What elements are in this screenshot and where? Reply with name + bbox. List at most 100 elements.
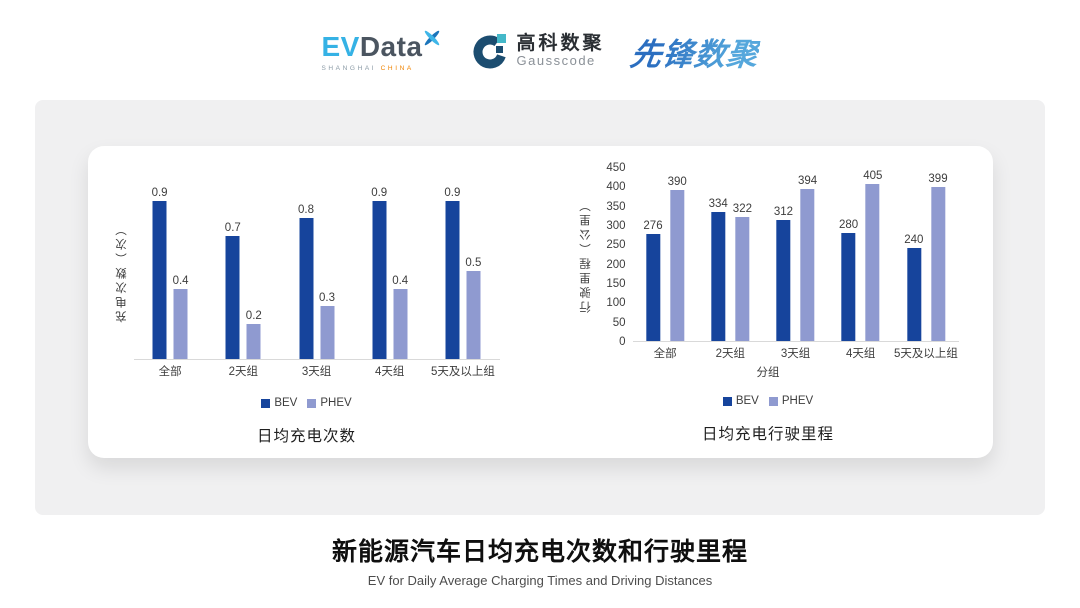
- value-label: 0.3: [319, 292, 335, 305]
- sparkle-icon: [424, 30, 439, 45]
- value-label: 0.5: [465, 257, 482, 269]
- bar-bev: [152, 200, 167, 359]
- category-label: 全部: [158, 366, 182, 378]
- legend-item: BEV: [261, 397, 297, 409]
- bar-phev: [865, 184, 880, 341]
- category-label: 全部: [653, 348, 677, 360]
- legend-swatch-phev: [768, 396, 778, 406]
- legend-swatch-phev: [307, 398, 317, 408]
- chart-title: 日均充电次数: [256, 428, 356, 445]
- legend-item: BEV: [722, 395, 759, 407]
- evdata-shanghai: SHANGHAI: [321, 64, 377, 72]
- category-group: 0.9 0.5 5天及以上组: [426, 184, 499, 378]
- category-group: 0.9 0.4 全部: [134, 184, 207, 378]
- gausscode-icon: [473, 34, 507, 69]
- evdata-ev-text: EV: [321, 30, 360, 62]
- bar-phev: [800, 188, 815, 341]
- category-label: 2天组: [228, 366, 259, 378]
- category-group: 280 405 4天组: [828, 168, 893, 360]
- category-label: 3天组: [780, 348, 811, 360]
- value-label: 0.8: [298, 204, 314, 217]
- bar-phev: [393, 288, 408, 359]
- y-tick: 100: [606, 297, 626, 310]
- page: EV Data SHANGHAI CHINA 高科数聚 Gausscode: [0, 22, 1080, 588]
- y-tick: 350: [606, 200, 626, 213]
- gray-panel: 充电次数（次） 0.9 0.4 全部 0.7 0.2 2天组 0.8 0.3 3天组 0.9 0.4…: [35, 100, 1045, 515]
- y-tick: 50: [612, 316, 626, 329]
- evdata-logo: EV Data SHANGHAI CHINA: [321, 30, 444, 72]
- category-label: 2天组: [715, 348, 746, 360]
- bar-bev: [841, 232, 856, 341]
- chart-title: 日均充电行驶里程: [701, 426, 834, 443]
- evdata-data-text: Data: [359, 30, 423, 62]
- legend-swatch-bev: [261, 398, 271, 408]
- value-label: 0.9: [371, 186, 388, 199]
- gausscode-logo: 高科数聚 Gausscode: [471, 32, 605, 70]
- value-label: 0.4: [392, 274, 409, 287]
- category-group: 334 322 2天组: [698, 168, 763, 360]
- bar-phev: [246, 323, 261, 359]
- legend: BEV PHEV: [261, 397, 352, 409]
- chart-driving-distance: 行驶里程（公里） 0 50 100 150 200 250 300 350 400 450 276…: [578, 146, 959, 458]
- legend-label: BEV: [274, 397, 298, 409]
- legend-swatch-bev: [722, 396, 732, 406]
- y-tick: 300: [606, 220, 626, 232]
- y-axis-ticks: 0 50 100 150 200 250 300 350 400 450: [598, 162, 626, 348]
- category-group: 0.7 0.2 2天组: [207, 184, 280, 378]
- y-axis-label: 行驶里程（公里）: [579, 197, 592, 313]
- category-label: 5天及以上组: [893, 348, 958, 360]
- legend-item: PHEV: [307, 397, 352, 409]
- value-label: 0.9: [151, 186, 168, 199]
- bar-phev: [466, 271, 481, 359]
- bar-bev: [646, 234, 660, 341]
- evdata-china: CHINA: [380, 64, 414, 72]
- category-group: 240 399 5天及以上组: [893, 168, 958, 360]
- category-group: 276 390 全部: [633, 168, 698, 360]
- value-label: 334: [708, 197, 728, 210]
- chart-card: 充电次数（次） 0.9 0.4 全部 0.7 0.2 2天组 0.8 0.3 3天组 0.9 0.4…: [87, 146, 993, 458]
- value-label: 390: [667, 176, 687, 189]
- xianfeng-logo: 先锋数聚: [627, 29, 761, 74]
- page-subtitle: EV for Daily Average Charging Times and …: [367, 573, 713, 588]
- gausscode-cn-text: 高科数聚: [516, 33, 605, 55]
- y-tick: 150: [606, 278, 626, 290]
- category-label: 4天组: [846, 348, 876, 360]
- footer: 新能源汽车日均充电次数和行驶里程 EV for Daily Average Ch…: [0, 532, 1080, 588]
- category-label: 3天组: [301, 366, 332, 378]
- bar-bev: [445, 200, 460, 359]
- category-label: 5天及以上组: [430, 366, 495, 378]
- chart-charging-times: 充电次数（次） 0.9 0.4 全部 0.7 0.2 2天组 0.8 0.3 3天组 0.9 0.4…: [114, 146, 500, 458]
- bar-phev: [320, 306, 334, 359]
- category-label: 4天组: [375, 366, 405, 378]
- y-tick: 0: [619, 336, 626, 348]
- bar-phev: [931, 186, 945, 341]
- legend: BEV PHEV: [722, 395, 814, 407]
- evdata-subtext: SHANGHAI CHINA: [321, 65, 444, 72]
- bar-bev: [711, 211, 726, 341]
- category-group: 312 394 3天组: [763, 168, 828, 360]
- y-tick: 450: [606, 162, 626, 174]
- bar-bev: [372, 200, 387, 359]
- plot-area: 0.9 0.4 全部 0.7 0.2 2天组 0.8 0.3 3天组 0.9 0.4 4天组 0.9 0.…: [133, 184, 500, 378]
- value-label: 276: [643, 220, 663, 233]
- y-axis-label: 充电次数（次）: [115, 221, 128, 323]
- value-label: 280: [839, 218, 859, 231]
- bar-phev: [735, 216, 750, 341]
- legend-label: PHEV: [781, 395, 814, 407]
- value-label: 405: [863, 170, 883, 183]
- page-title: 新能源汽车日均充电次数和行驶里程: [331, 538, 748, 566]
- value-label: 240: [904, 234, 924, 247]
- value-label: 399: [928, 172, 948, 185]
- bar-bev: [776, 220, 791, 341]
- bar-bev: [299, 218, 313, 359]
- bar-phev: [670, 190, 685, 341]
- bar-phev: [173, 288, 188, 359]
- y-tick: 400: [606, 181, 626, 194]
- gausscode-en-text: Gausscode: [516, 53, 596, 69]
- category-group: 0.8 0.3 3天组: [280, 184, 353, 378]
- x-axis-label: 分组: [756, 367, 780, 379]
- legend-label: BEV: [735, 395, 759, 407]
- bar-bev: [225, 235, 240, 359]
- bar-bev: [906, 248, 921, 341]
- value-label: 0.7: [224, 221, 241, 234]
